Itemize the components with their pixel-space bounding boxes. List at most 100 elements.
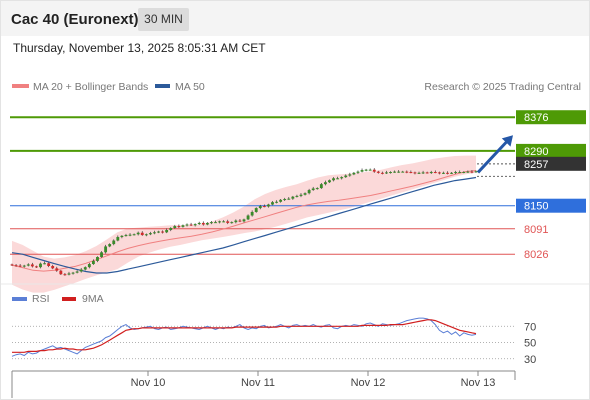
- candle-body: [315, 188, 319, 190]
- instrument-title: Cac 40 (Euronext): [11, 11, 139, 28]
- candle-body: [83, 267, 87, 270]
- candle-body: [246, 215, 250, 220]
- candle-body: [437, 172, 441, 174]
- candle-body: [14, 265, 18, 267]
- candle-body: [466, 171, 470, 173]
- candle-body: [185, 224, 189, 226]
- candle-body: [413, 172, 417, 174]
- candle-body: [116, 237, 120, 241]
- timeframe-badge[interactable]: 30 MIN: [138, 8, 189, 31]
- rsi-ma-legend-label: 9MA: [82, 293, 104, 305]
- candle-body: [458, 172, 462, 174]
- candle-body: [108, 244, 112, 247]
- ma20-legend-label: MA 20 + Bollinger Bands: [33, 81, 148, 93]
- candle-body: [454, 172, 458, 174]
- candle-body: [376, 171, 380, 173]
- candle-body: [91, 260, 95, 265]
- candle-body: [311, 188, 315, 191]
- candle-body: [39, 263, 42, 268]
- candle-body: [144, 234, 148, 236]
- candle-body: [87, 264, 91, 268]
- candle-body: [409, 172, 413, 174]
- candle-body: [474, 171, 478, 173]
- candle-body: [283, 199, 287, 201]
- candle-body: [153, 232, 156, 234]
- candle-body: [177, 226, 181, 228]
- candle-body: [462, 172, 466, 174]
- copyright-label: Research © 2025 Trading Central: [424, 81, 581, 93]
- candle-body: [417, 172, 421, 174]
- level-tag-8290: [516, 143, 586, 158]
- bollinger-band-area: [12, 155, 476, 293]
- candle-body: [364, 169, 368, 171]
- candle-body: [18, 265, 22, 267]
- candle-body: [201, 222, 205, 225]
- candle-body: [51, 265, 55, 269]
- ma50-legend-label: MA 50: [175, 81, 205, 93]
- candle-body: [287, 198, 291, 200]
- candle-body: [275, 201, 278, 203]
- candle-body: [173, 226, 177, 229]
- candle-body: [181, 225, 185, 227]
- candle-body: [291, 196, 295, 199]
- candle-body: [100, 252, 103, 257]
- candle-body: [96, 256, 99, 261]
- candle-body: [230, 222, 234, 224]
- candle-body: [279, 199, 283, 202]
- candle-body: [22, 265, 26, 267]
- candle-body: [429, 172, 433, 174]
- candle-body: [372, 169, 376, 172]
- x-tick-label: Nov 10: [131, 377, 166, 389]
- rsi-legend-label: RSI: [32, 293, 50, 305]
- candle-body: [299, 194, 303, 196]
- level-tag-value-8376: 8376: [524, 112, 548, 124]
- candle-body: [389, 172, 392, 174]
- projection-arrow-shaft: [476, 138, 511, 174]
- candle-body: [397, 171, 401, 173]
- candle-body: [214, 222, 217, 224]
- rsi-tick-70: 70: [524, 321, 536, 333]
- candle-body: [193, 224, 197, 226]
- candle-body: [380, 172, 384, 174]
- candle-body: [67, 273, 71, 275]
- level-tag-8376: [516, 110, 586, 125]
- candle-body: [132, 234, 136, 236]
- candle-body: [79, 269, 83, 272]
- candle-body: [205, 222, 209, 225]
- candle-body: [226, 221, 230, 223]
- level-label-8026: 8026: [524, 249, 548, 261]
- candle-body: [189, 224, 193, 226]
- candle-body: [30, 264, 34, 267]
- candle-body: [401, 171, 405, 173]
- candle-body: [405, 171, 409, 173]
- current-price-tag: [516, 156, 586, 171]
- candle-body: [421, 172, 425, 174]
- candle-body: [128, 234, 132, 236]
- candle-body: [262, 206, 266, 208]
- x-tick-label: Nov 13: [461, 377, 496, 389]
- candle-body: [319, 184, 323, 189]
- projection-arrow-head: [501, 135, 513, 147]
- candle-body: [34, 266, 38, 268]
- candle-body: [238, 220, 242, 222]
- rsi-tick-50: 50: [524, 338, 536, 350]
- candle-body: [356, 171, 360, 173]
- candle-body: [266, 204, 270, 207]
- candle-body: [385, 172, 388, 174]
- candle-body: [71, 272, 75, 274]
- candle-body: [140, 232, 144, 236]
- candle-body: [258, 206, 262, 209]
- chart-timestamp: Thursday, November 13, 2025 8:05:31 AM C…: [13, 41, 266, 55]
- candle-body: [112, 240, 116, 245]
- ma20-line: [11, 170, 477, 272]
- candle-body: [136, 232, 140, 235]
- candle-body: [165, 229, 169, 233]
- candle-body: [368, 169, 372, 171]
- candle-body: [104, 246, 108, 253]
- level-tag-value-8290: 8290: [524, 146, 548, 158]
- candle-body: [348, 174, 352, 176]
- candle-body: [222, 221, 226, 223]
- rsi-ma-line: [12, 319, 477, 353]
- candle-body: [271, 202, 274, 205]
